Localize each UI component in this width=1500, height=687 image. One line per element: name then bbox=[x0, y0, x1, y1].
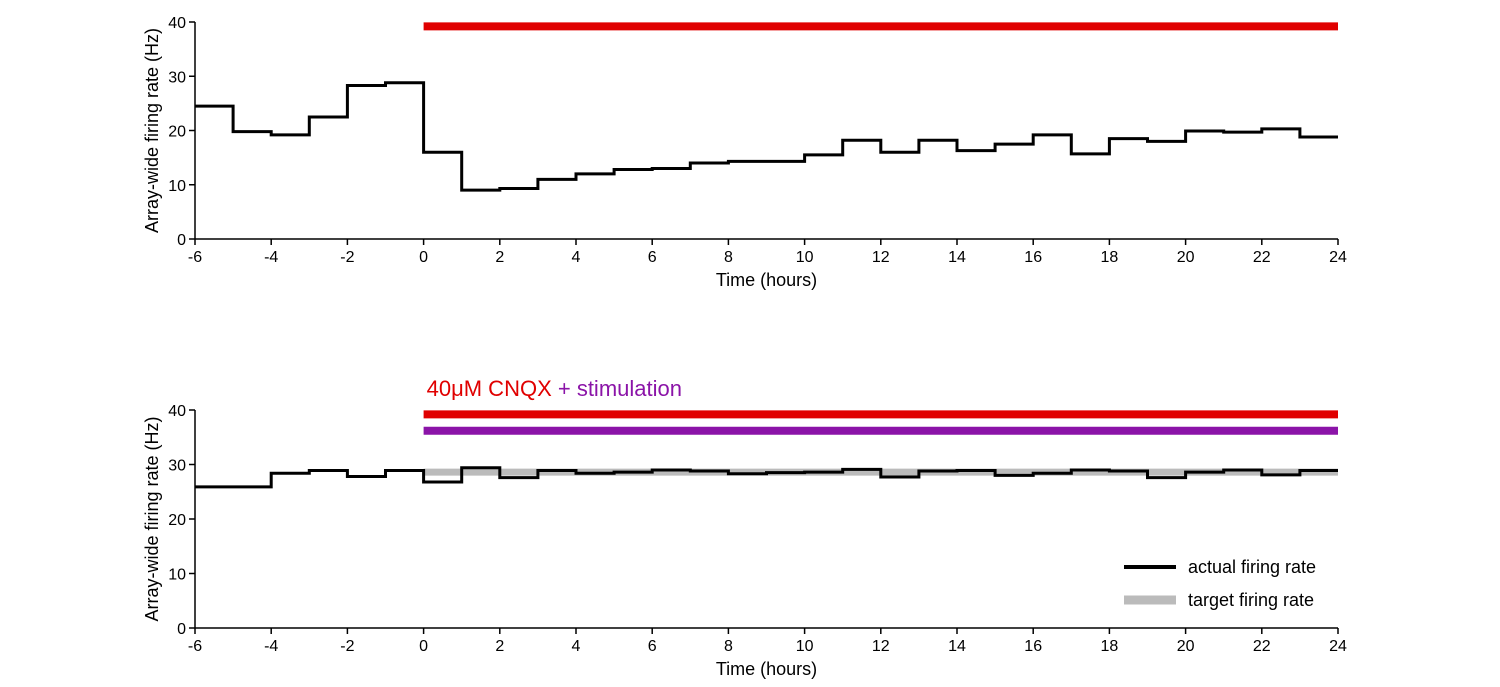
x-tick-label: 8 bbox=[724, 249, 733, 266]
x-tick-label: 20 bbox=[1177, 638, 1195, 655]
x-tick-label: -2 bbox=[340, 249, 354, 266]
x-tick-label: 18 bbox=[1101, 249, 1119, 266]
x-tick-label: 22 bbox=[1253, 249, 1271, 266]
x-tick-label: 6 bbox=[648, 249, 657, 266]
x-tick-label: 4 bbox=[572, 249, 581, 266]
x-tick-label: 22 bbox=[1253, 638, 1271, 655]
y-axis-label: Array-wide firing rate (Hz) bbox=[142, 416, 162, 621]
y-tick-label: 30 bbox=[168, 458, 186, 475]
y-tick-label: 10 bbox=[168, 567, 186, 584]
x-tick-label: 2 bbox=[495, 249, 504, 266]
x-tick-label: 24 bbox=[1329, 249, 1347, 266]
x-tick-label: 20 bbox=[1177, 249, 1195, 266]
x-tick-label: 14 bbox=[948, 249, 966, 266]
top-panel: -6 -4 -2 0 2 4 6 8 10 12 14 16 18 20 22 24010203040Time… bbox=[142, 15, 1347, 290]
x-tick-label: 10 bbox=[796, 249, 814, 266]
y-tick-label: 30 bbox=[168, 69, 186, 86]
bottom-panel: -6 -4 -2 0 2 4 6 8 10 12 14 16 18 20 22 24010203040Time… bbox=[142, 376, 1347, 679]
y-tick-label: 0 bbox=[177, 621, 186, 638]
x-tick-label: 4 bbox=[572, 638, 581, 655]
x-tick-label: 16 bbox=[1024, 249, 1042, 266]
x-tick-label: 10 bbox=[796, 638, 814, 655]
x-tick-label: -6 bbox=[188, 638, 202, 655]
x-tick-label: 6 bbox=[648, 638, 657, 655]
y-tick-label: 20 bbox=[168, 512, 186, 529]
y-tick-label: 0 bbox=[177, 232, 186, 249]
x-tick-label: 0 bbox=[419, 249, 428, 266]
annotation-cnqx: 40μM CNQX bbox=[427, 376, 552, 401]
legend-label-1: target firing rate bbox=[1188, 590, 1314, 610]
x-tick-label: 16 bbox=[1024, 638, 1042, 655]
x-tick-label: 0 bbox=[419, 638, 428, 655]
x-tick-label: 2 bbox=[495, 638, 504, 655]
series-line-series-0 bbox=[195, 81, 1338, 192]
x-tick-label: 14 bbox=[948, 638, 966, 655]
series-line-actual-firing-rate bbox=[195, 466, 1338, 489]
x-axis-label: Time (hours) bbox=[716, 659, 817, 679]
x-tick-label: -2 bbox=[340, 638, 354, 655]
legend-label-0: actual firing rate bbox=[1188, 557, 1316, 577]
y-tick-label: 10 bbox=[168, 178, 186, 195]
x-tick-label: 8 bbox=[724, 638, 733, 655]
x-tick-label: 12 bbox=[872, 249, 890, 266]
x-tick-label: 24 bbox=[1329, 638, 1347, 655]
y-tick-label: 40 bbox=[168, 15, 186, 32]
treatment-annotation: 40μM CNQX + stimulation bbox=[427, 376, 682, 401]
x-tick-label: 12 bbox=[872, 638, 890, 655]
y-tick-label: 20 bbox=[168, 124, 186, 141]
y-axis-label: Array-wide firing rate (Hz) bbox=[142, 28, 162, 233]
x-tick-label: -6 bbox=[188, 249, 202, 266]
x-tick-label: -4 bbox=[264, 249, 278, 266]
annotation-stimulation: + stimulation bbox=[552, 376, 682, 401]
y-tick-label: 40 bbox=[168, 403, 186, 420]
x-tick-label: -4 bbox=[264, 638, 278, 655]
x-axis-label: Time (hours) bbox=[716, 270, 817, 290]
x-tick-label: 18 bbox=[1101, 638, 1119, 655]
